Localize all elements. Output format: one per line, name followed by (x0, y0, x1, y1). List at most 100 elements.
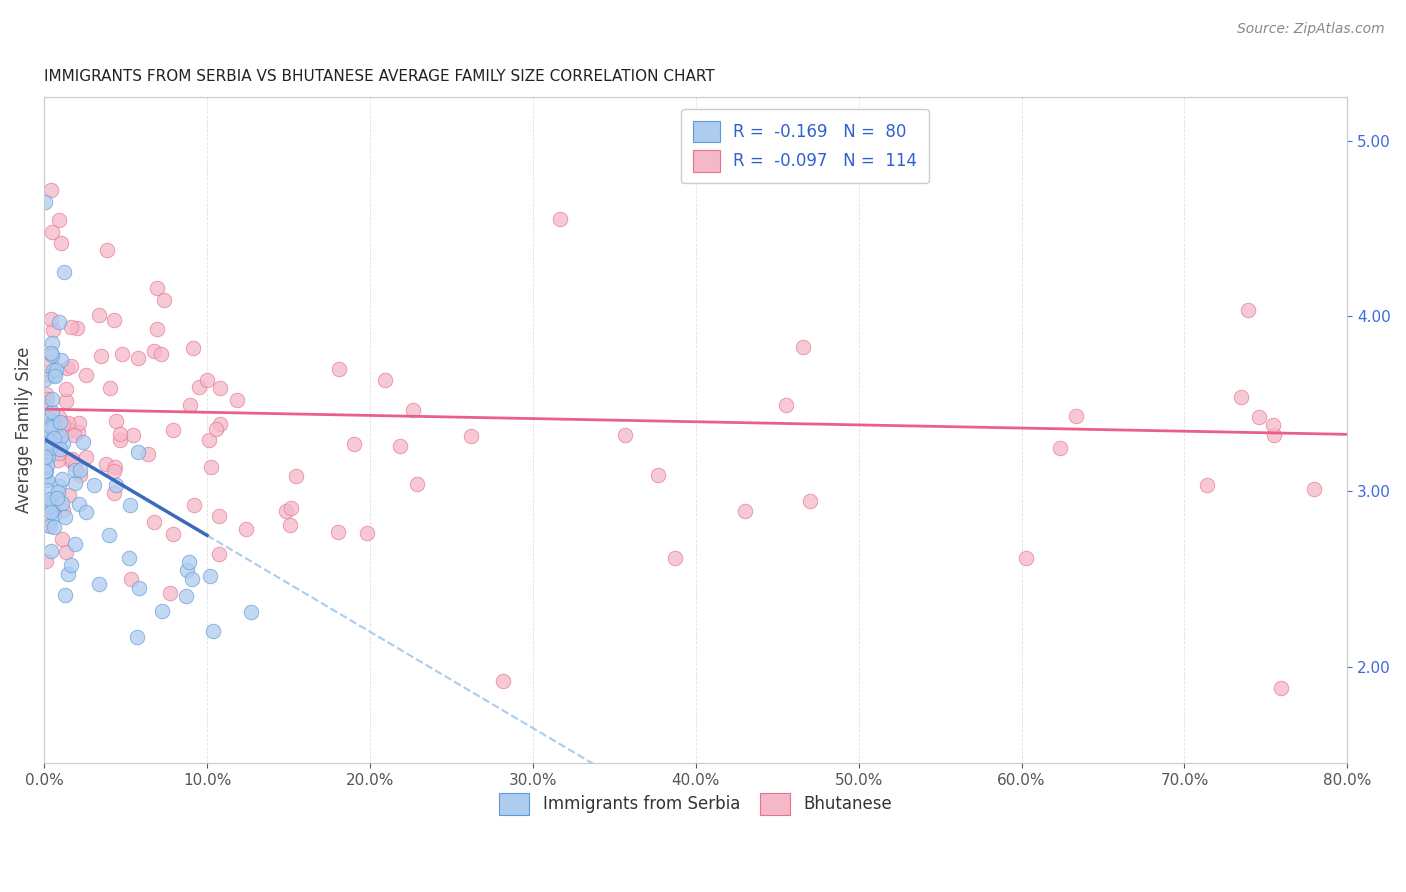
Point (75, 368, 97, 382)
Point (51, 532, 73, 546)
Point (1263, 428, 1285, 442)
Point (52, 417, 75, 431)
Point (51, 496, 73, 510)
Point (328, 362, 350, 376)
Point (208, 417, 231, 431)
Point (278, 517, 301, 532)
Point (67, 417, 90, 431)
Point (183, 498, 205, 512)
Point (235, 522, 257, 536)
Point (69, 463, 91, 477)
Point (406, 476, 429, 491)
Point (49, 429, 72, 443)
Point (45, 363, 67, 377)
Text: IMMIGRANTS FROM SERBIA VS BHUTANESE AVERAGE FAMILY SIZE CORRELATION CHART: IMMIGRANTS FROM SERBIA VS BHUTANESE AVER… (44, 69, 714, 84)
Point (90, 349, 112, 363)
Point (42, 508, 65, 523)
Point (105, 478, 128, 492)
Point (197, 434, 219, 448)
Point (145, 322, 167, 336)
Point (34, 372, 56, 386)
Point (46, 428, 69, 442)
Point (1015, 551, 1038, 566)
Point (60, 320, 83, 334)
Point (1229, 390, 1251, 404)
Point (46, 484, 69, 499)
Point (46, 491, 69, 506)
Legend: Immigrants from Serbia, Bhutanese: Immigrants from Serbia, Bhutanese (492, 787, 898, 822)
Point (34, 195, 56, 210)
Point (38, 491, 60, 506)
Point (42, 414, 65, 428)
Point (41, 405, 63, 419)
Point (37, 517, 59, 532)
Point (127, 351, 149, 365)
Point (37, 450, 59, 464)
Point (37, 473, 59, 487)
Point (44, 369, 66, 384)
Point (75, 505, 97, 519)
Point (65, 536, 87, 550)
Point (52, 436, 75, 450)
Point (34, 473, 56, 487)
Point (179, 398, 201, 412)
Point (60, 451, 83, 466)
Point (103, 464, 125, 478)
Point (48, 212, 70, 227)
Point (35, 409, 58, 424)
Point (118, 551, 141, 566)
Point (58, 488, 80, 502)
Point (96, 457, 118, 471)
Point (35, 392, 58, 406)
Point (1195, 478, 1218, 492)
Point (48, 445, 70, 459)
Point (41, 392, 63, 407)
Point (38, 499, 60, 513)
Point (127, 444, 149, 458)
Point (103, 485, 125, 500)
Point (120, 572, 142, 586)
Point (42, 494, 65, 508)
Point (775, 398, 797, 412)
Point (179, 555, 201, 569)
Point (39, 435, 62, 450)
Point (285, 469, 308, 483)
Point (67, 497, 90, 511)
Point (41, 335, 63, 350)
Point (41, 225, 63, 239)
Point (87, 576, 110, 591)
Point (37, 424, 59, 438)
Point (35, 554, 58, 568)
Point (67, 425, 90, 439)
Point (96, 243, 118, 257)
Point (59, 453, 82, 467)
Point (56, 567, 79, 582)
Point (53, 588, 76, 602)
Point (1270, 681, 1292, 695)
Point (83, 477, 105, 491)
Point (460, 428, 482, 442)
Point (97, 527, 120, 541)
Point (49, 353, 72, 368)
Point (55, 360, 77, 375)
Point (63, 427, 86, 442)
Point (280, 501, 302, 516)
Point (39, 354, 62, 368)
Point (35, 483, 58, 497)
Point (48, 479, 70, 493)
Point (69, 468, 91, 483)
Point (138, 447, 160, 461)
Point (118, 498, 141, 512)
Point (55, 544, 77, 558)
Point (39, 505, 62, 519)
Point (45, 440, 67, 454)
Point (39, 419, 62, 434)
Point (153, 293, 176, 307)
Point (34, 399, 56, 413)
Point (128, 581, 150, 595)
Point (75, 450, 97, 464)
Point (42, 363, 65, 377)
Point (51, 472, 73, 486)
Point (65, 475, 87, 490)
Point (35, 458, 58, 472)
